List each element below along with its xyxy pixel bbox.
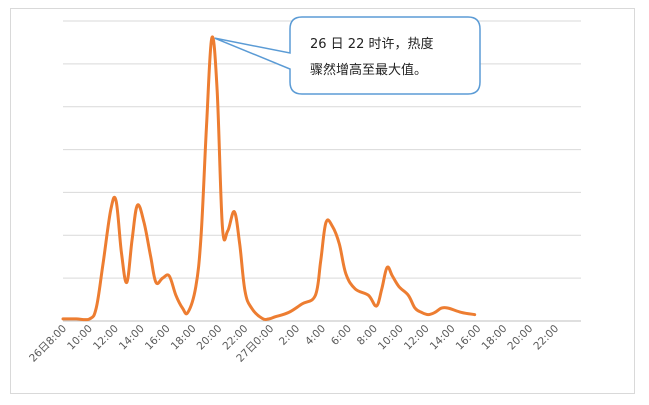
x-tick-label: 20:00 <box>505 323 535 353</box>
x-tick-label: 4:00 <box>303 323 328 348</box>
x-axis: 26日8:0010:0012:0014:0016:0018:0020:0022:… <box>27 323 561 365</box>
x-tick-label: 10:00 <box>65 323 95 353</box>
line-chart: 26日8:0010:0012:0014:0016:0018:0020:0022:… <box>27 16 581 365</box>
annotation-line-2: 骤然增高至最大值。 <box>310 62 427 78</box>
x-tick-label: 26日8:00 <box>27 323 69 365</box>
series-line <box>61 35 477 322</box>
gridlines <box>63 20 581 322</box>
x-tick-label: 14:00 <box>117 323 147 353</box>
x-tick-label: 10:00 <box>376 323 406 353</box>
callout-bubble <box>214 16 481 95</box>
x-tick-label: 16:00 <box>454 323 484 353</box>
x-tick-label: 16:00 <box>143 323 173 353</box>
x-tick-label: 18:00 <box>169 323 199 353</box>
annotation-callout: 26 日 22 时许，热度 骤然增高至最大值。 <box>214 16 481 95</box>
x-tick-label: 14:00 <box>428 323 458 353</box>
annotation-line-1: 26 日 22 时许，热度 <box>310 36 433 52</box>
x-tick-label: 2:00 <box>277 323 302 348</box>
x-tick-label: 22:00 <box>531 323 561 353</box>
chart-frame: 26日8:00 10:00 12:00 14:00 16:00 18:00 20:00 22:… <box>10 8 635 394</box>
x-tick-label: 20:00 <box>195 323 225 353</box>
x-tick-label: 18:00 <box>480 323 510 353</box>
x-tick-label: 12:00 <box>402 323 432 353</box>
x-tick-label: 12:00 <box>91 323 121 353</box>
x-tick-label: 6:00 <box>329 323 354 348</box>
